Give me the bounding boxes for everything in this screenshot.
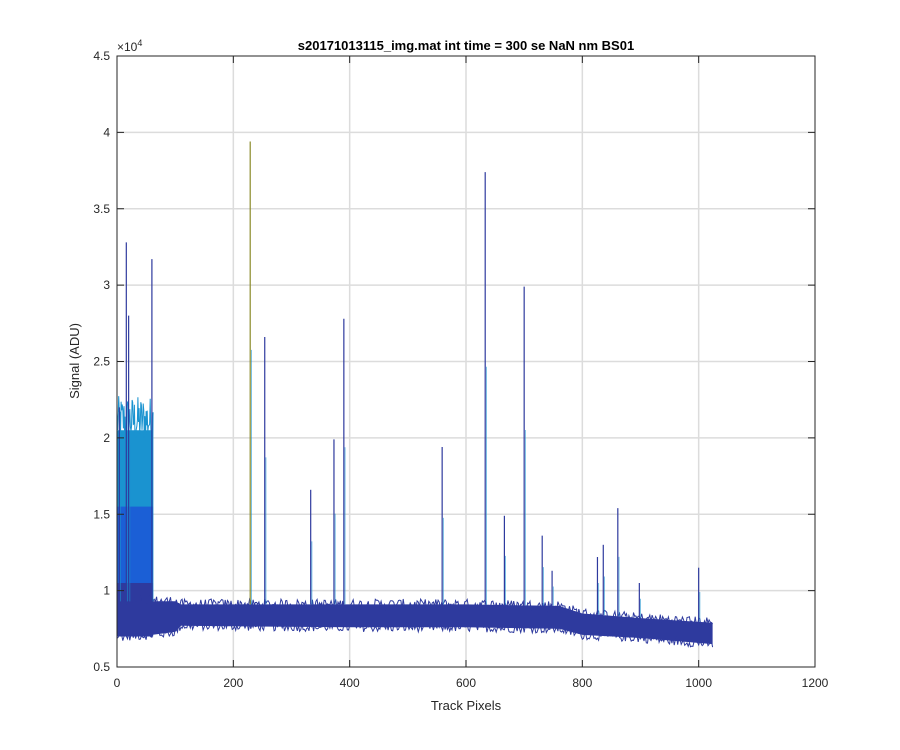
x-tick-label: 0 — [114, 676, 121, 690]
baseline-band — [117, 601, 713, 645]
y-exponent-base: ×10 — [117, 40, 138, 54]
y-axis-label: Signal (ADU) — [67, 323, 82, 399]
y-exponent-label: ×104 — [117, 38, 142, 54]
data-series — [116, 141, 714, 648]
axis-ticks: 0 200 400 600 800 1000 1200 0.5 1 1.5 2 2.5 3 3.5 4 4.5 — [93, 49, 828, 690]
x-tick-label: 1200 — [802, 676, 829, 690]
baseline-upper-noise — [116, 594, 714, 628]
y-tick-label: 2.5 — [93, 355, 110, 369]
baseline-lower-noise — [116, 620, 714, 648]
x-tick-label: 600 — [456, 676, 476, 690]
y-tick-label: 3.5 — [93, 202, 110, 216]
y-tick-label: 1.5 — [93, 507, 110, 521]
grid-lines — [117, 56, 815, 667]
y-tick-label: 3 — [103, 278, 110, 292]
y-exponent-power: 4 — [137, 38, 142, 48]
y-tick-label: 4.5 — [93, 49, 110, 63]
y-tick-label: 2 — [103, 431, 110, 445]
x-tick-label: 200 — [223, 676, 243, 690]
chart-title: s20171013115_img.mat int time = 300 se N… — [298, 38, 634, 53]
y-tick-label: 1 — [103, 584, 110, 598]
y-tick-label: 0.5 — [93, 660, 110, 674]
x-tick-label: 800 — [572, 676, 592, 690]
high-region-noise-trace — [116, 396, 154, 444]
x-axis-label: Track Pixels — [431, 698, 502, 713]
x-tick-label: 400 — [340, 676, 360, 690]
y-tick-label: 4 — [103, 125, 110, 139]
x-tick-label: 1000 — [685, 676, 712, 690]
